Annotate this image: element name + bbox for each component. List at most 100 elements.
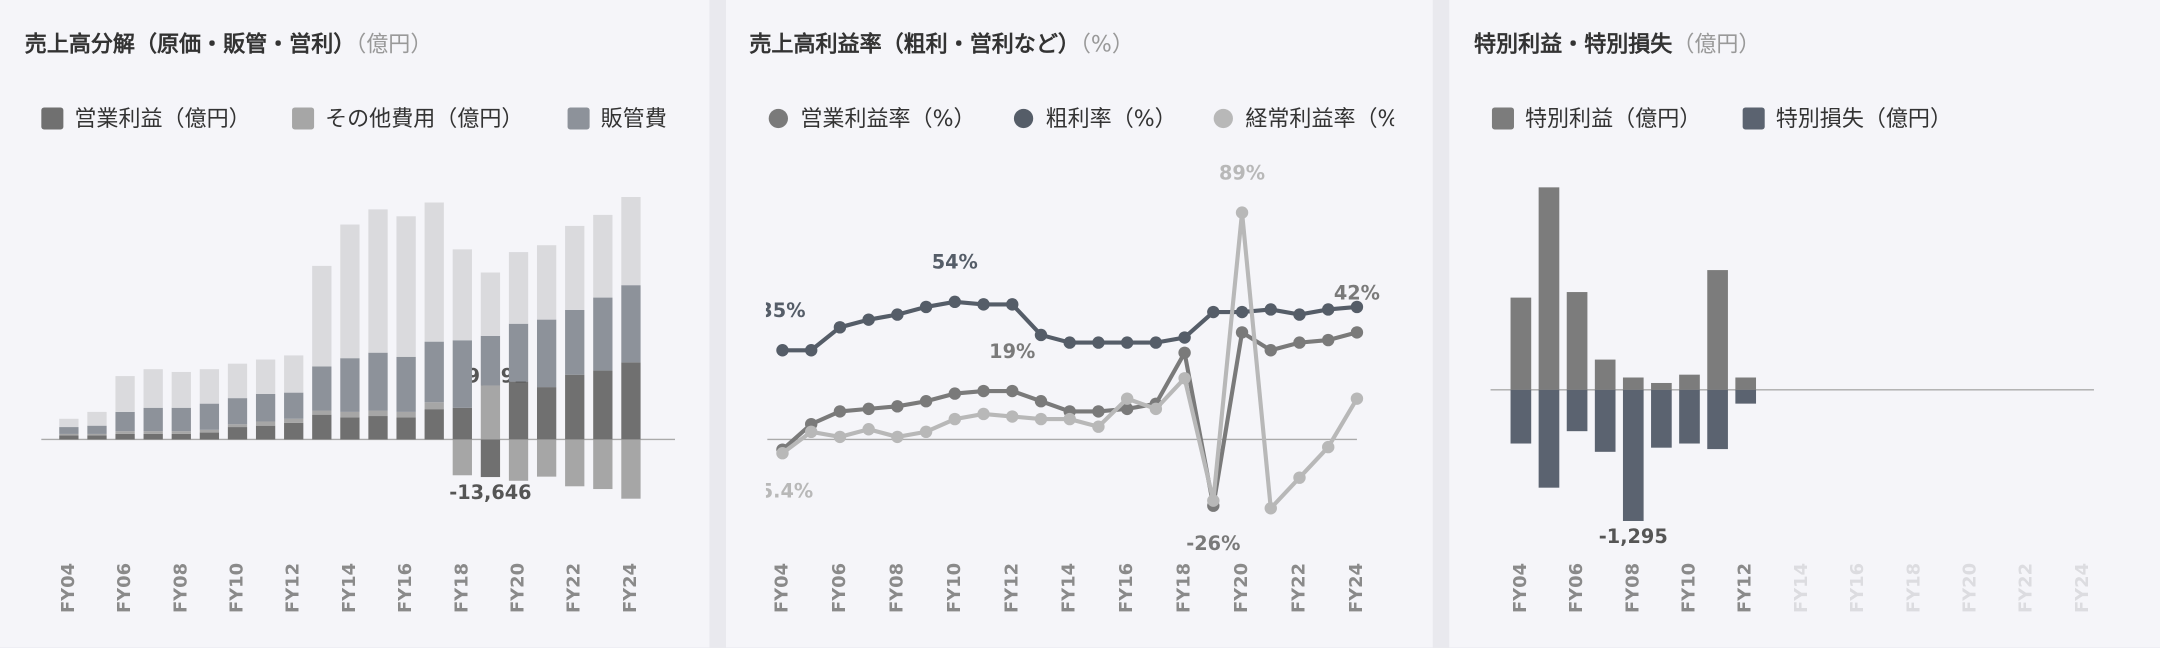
title-text: 売上高分解（原価・販管・営利） [25,31,355,57]
bar [199,403,220,430]
bar [1707,270,1728,390]
point [1063,412,1076,426]
point [1235,305,1249,319]
bar [171,371,191,408]
bar [227,398,248,425]
x-tick-label: FY24 [1346,563,1367,613]
bar [143,407,163,432]
point [919,395,933,408]
bar [424,409,444,440]
bar [340,411,360,418]
point [833,430,847,444]
x-tick-label: FY12 [283,563,304,613]
x-tick-label: FY20 [1960,563,1981,613]
unit-note: （億円） [1672,32,1760,57]
bar [340,224,360,359]
bar [312,366,332,411]
point [1350,326,1364,339]
point [1120,392,1134,405]
bar [593,297,613,371]
bar [87,435,107,440]
x-tick-label: FY20 [508,563,529,613]
bar [536,387,557,440]
x-tick-label: FY06 [114,563,135,613]
bar [255,421,276,426]
bar [59,433,79,436]
chart-title: 売上高分解（原価・販管・営利）（億円） [25,31,433,57]
bar [621,362,641,440]
point [1264,502,1277,515]
bar [199,369,220,404]
data-label: 19% [989,340,1035,363]
legend-label: 粗利率（%） [1046,107,1177,132]
bar [536,319,557,388]
bar [1538,389,1560,488]
bar [143,433,163,440]
point [977,407,990,421]
bar [87,433,107,436]
data-label: -26% [1186,532,1240,555]
bar [1510,297,1532,390]
point [862,313,875,326]
x-tick-label: FY06 [1566,563,1587,613]
legend-marker [1013,108,1034,129]
legend-label: 営業利益率（%） [800,107,975,132]
bar [396,216,416,357]
x-tick-label: FY20 [1231,563,1252,613]
bar [87,411,107,426]
legend-label: 営業利益（億円） [74,107,250,132]
point [1092,405,1105,418]
x-tick-label: FY14 [1791,563,1812,613]
x-tick-label: FY16 [395,563,416,613]
bar [1622,389,1644,521]
bar [284,392,304,419]
x-tick-label: FY04 [58,563,79,613]
bar [1735,389,1757,404]
legend-label: 特別利益（億円） [1525,107,1701,132]
x-tick-label: FY14 [339,563,360,613]
x-tick-label: FY24 [620,563,641,613]
point [1322,303,1335,316]
point [1264,303,1277,316]
bar [115,411,135,432]
x-tick-label: FY18 [451,563,472,613]
bar [480,385,501,440]
point [1350,392,1364,405]
bar [1594,359,1616,390]
bar [227,363,248,399]
point [1006,298,1019,311]
point [1034,412,1048,426]
x-tick-label: FY14 [1059,563,1080,613]
bar [368,352,388,411]
bar [1538,187,1560,390]
point [948,412,962,426]
bar [368,416,388,440]
legend-marker [768,108,788,129]
bar [452,340,472,408]
point [1120,336,1134,349]
bar [593,370,613,440]
bar [284,422,304,440]
legend-label: 経常利益率（%） [1245,107,1420,132]
bar [565,309,585,375]
legend-marker [1213,108,1233,129]
panel [725,0,1433,648]
bar [255,393,276,422]
bar [424,402,444,410]
bar [593,214,613,298]
x-tick-label: FY12 [1735,563,1756,613]
x-tick-label: FY12 [1001,563,1022,613]
point [1293,336,1306,349]
bar [621,285,641,363]
x-tick-label: FY16 [1847,563,1868,613]
legend-label: その他費用（億円） [325,107,523,132]
chart-title: 特別利益・特別損失（億円） [1474,31,1760,57]
point [805,425,818,439]
point [1034,395,1048,408]
bar [59,435,79,440]
x-tick-label: FY04 [771,563,792,613]
bar [536,245,557,320]
point [862,423,875,436]
chart-title: 売上高利益率（粗利・営利など）（%） [749,31,1133,57]
